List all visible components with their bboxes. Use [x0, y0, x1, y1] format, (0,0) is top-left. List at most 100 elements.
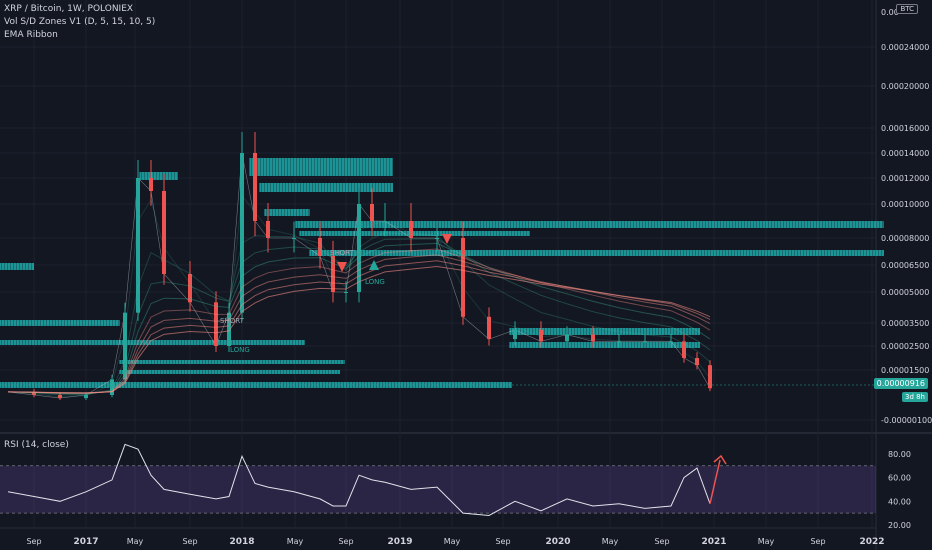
y-tick-label: 0.00003500 [881, 319, 929, 328]
rsi-y-tick-label: 80.00 [888, 450, 911, 459]
x-tick-label: 2021 [701, 537, 726, 547]
candle-body [344, 292, 348, 293]
y-tick-label: 0.00024000 [881, 43, 929, 52]
x-tick-label: May [602, 537, 619, 546]
sd-zone [120, 360, 345, 364]
candle-body [409, 221, 413, 238]
y-tick-label: 0.00008000 [881, 234, 929, 243]
candle-body [292, 238, 296, 239]
ema-ribbon-line [7, 265, 711, 394]
candle-body [32, 391, 36, 395]
sd-zone [510, 328, 700, 335]
sd-zone [140, 172, 178, 180]
long-label: LONG [230, 346, 250, 354]
candle-body [110, 379, 114, 395]
candle-body [149, 178, 153, 191]
candle-body [682, 341, 686, 358]
rsi-legend[interactable]: RSI (14, close) [4, 440, 69, 450]
y-tick-label: 0.00005000 [881, 288, 929, 297]
rsi-arrow-head [713, 454, 727, 465]
y-tick-label: -0.00000100 [881, 416, 932, 425]
sd-zone [510, 342, 700, 348]
sd-zone [300, 231, 530, 236]
candle-body [370, 204, 374, 221]
candle-body [591, 334, 595, 342]
candle-body [708, 365, 712, 389]
candle-body [539, 329, 543, 342]
rsi-arrow-shaft [709, 459, 721, 504]
candle-body [84, 395, 88, 399]
candle-body [435, 238, 439, 239]
indicator-vol-sd-zones[interactable]: Vol S/D Zones V1 (D, 5, 15, 10, 5) [4, 17, 156, 27]
rsi-line [7, 443, 711, 517]
rsi-band [0, 465, 876, 514]
y-tick-label: 0.00010000 [881, 200, 929, 209]
candle-body [227, 312, 231, 346]
candle-body [643, 341, 647, 343]
candle-body [357, 204, 361, 292]
candle-body [331, 256, 335, 292]
candle-body [318, 238, 322, 256]
sd-zone [310, 250, 884, 256]
x-tick-label: 2022 [859, 537, 884, 547]
candle-body [513, 329, 517, 340]
symbol-title: XRP / Bitcoin, 1W, POLONIEX [4, 4, 134, 14]
x-tick-label: Sep [495, 537, 510, 546]
rsi-y-tick-label: 60.00 [888, 474, 911, 483]
x-tick-label: Sep [182, 537, 197, 546]
x-tick-label: May [127, 537, 144, 546]
rsi-y-tick-label: 20.00 [888, 521, 911, 530]
x-tick-label: 2017 [73, 537, 98, 547]
candle-body [188, 274, 192, 303]
rsi-y-tick-label: 40.00 [888, 497, 911, 506]
ema-ribbon-line [7, 248, 711, 394]
ema-ribbon-line [7, 254, 711, 394]
candle-body [565, 334, 569, 342]
long-label: LONG [365, 278, 385, 286]
short-marker [442, 234, 452, 244]
y-tick-label: 0.00020000 [881, 82, 929, 91]
candle-body [383, 221, 387, 222]
candle-body [162, 191, 166, 274]
x-tick-label: May [287, 537, 304, 546]
candle-body [136, 178, 140, 313]
candle-body [266, 221, 270, 238]
candle-body [240, 153, 244, 313]
x-tick-label: Sep [810, 537, 825, 546]
sd-zone [265, 209, 310, 216]
bar-countdown: 3d 8h [901, 392, 928, 402]
candle-body [461, 238, 465, 317]
candle-body [58, 395, 62, 399]
candle-body [695, 358, 699, 366]
short-marker [337, 262, 347, 272]
candle-body [617, 341, 621, 343]
x-tick-label: Sep [26, 537, 41, 546]
y-tick-label: 0.00006500 [881, 261, 929, 270]
x-tick-label: Sep [338, 537, 353, 546]
x-tick-label: 2020 [545, 537, 570, 547]
long-marker [369, 260, 379, 270]
y-tick-label: 0.00001500 [881, 366, 929, 375]
x-tick-label: 2018 [229, 537, 254, 547]
short-label: SHORT [220, 317, 245, 325]
x-tick-label: 2019 [387, 537, 412, 547]
candle-body [214, 302, 218, 346]
y-tick-label: 0.00012000 [881, 174, 929, 183]
candle-body [487, 316, 491, 340]
short-label: SHORT [330, 249, 355, 257]
candle-body [253, 153, 257, 221]
candle-body [123, 312, 127, 380]
currency-badge[interactable]: BTC [896, 4, 918, 14]
y-tick-label: 0.00 [881, 8, 899, 17]
y-tick-label: 0.00014000 [881, 149, 929, 158]
ema-ribbon-line [7, 194, 711, 398]
price-close-line [7, 152, 711, 399]
indicator-ema-ribbon[interactable]: EMA Ribbon [4, 30, 58, 40]
candle-body [669, 341, 673, 343]
x-tick-label: May [758, 537, 775, 546]
sd-zone [0, 263, 34, 270]
sd-zone [120, 370, 340, 374]
